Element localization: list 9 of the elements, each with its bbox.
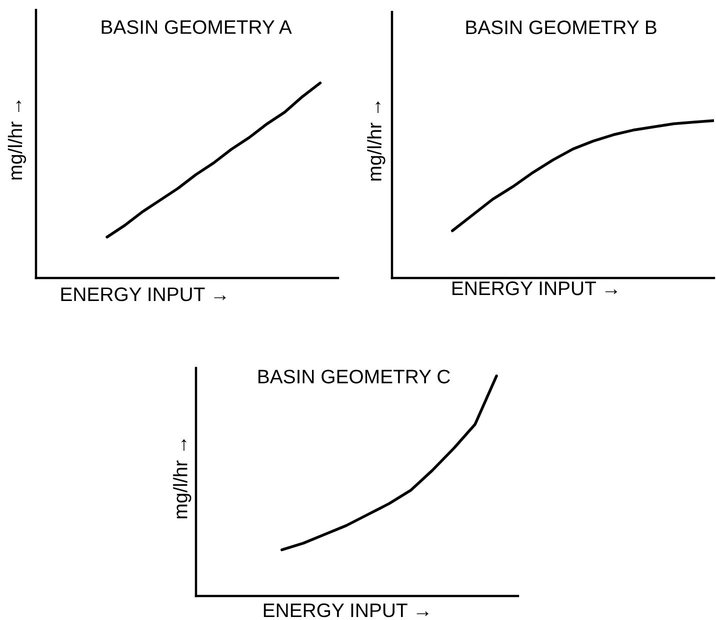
x-axis-title: ENERGY INPUT → <box>264 603 428 618</box>
chart-title: BASIN GEOMETRY A <box>102 20 292 34</box>
x-axis-title: ENERGY INPUT → <box>61 287 226 302</box>
chart-title: BASIN GEOMETRY C <box>258 370 450 384</box>
chart-title: BASIN GEOMETRY B <box>466 20 656 34</box>
y-axis-title: mg/l/hr → <box>173 439 192 518</box>
x-axis-title: ENERGY INPUT → <box>452 281 617 296</box>
y-axis-title: mg/l/hr → <box>367 102 386 181</box>
y-axis-title: mg/l/hr → <box>8 100 26 180</box>
